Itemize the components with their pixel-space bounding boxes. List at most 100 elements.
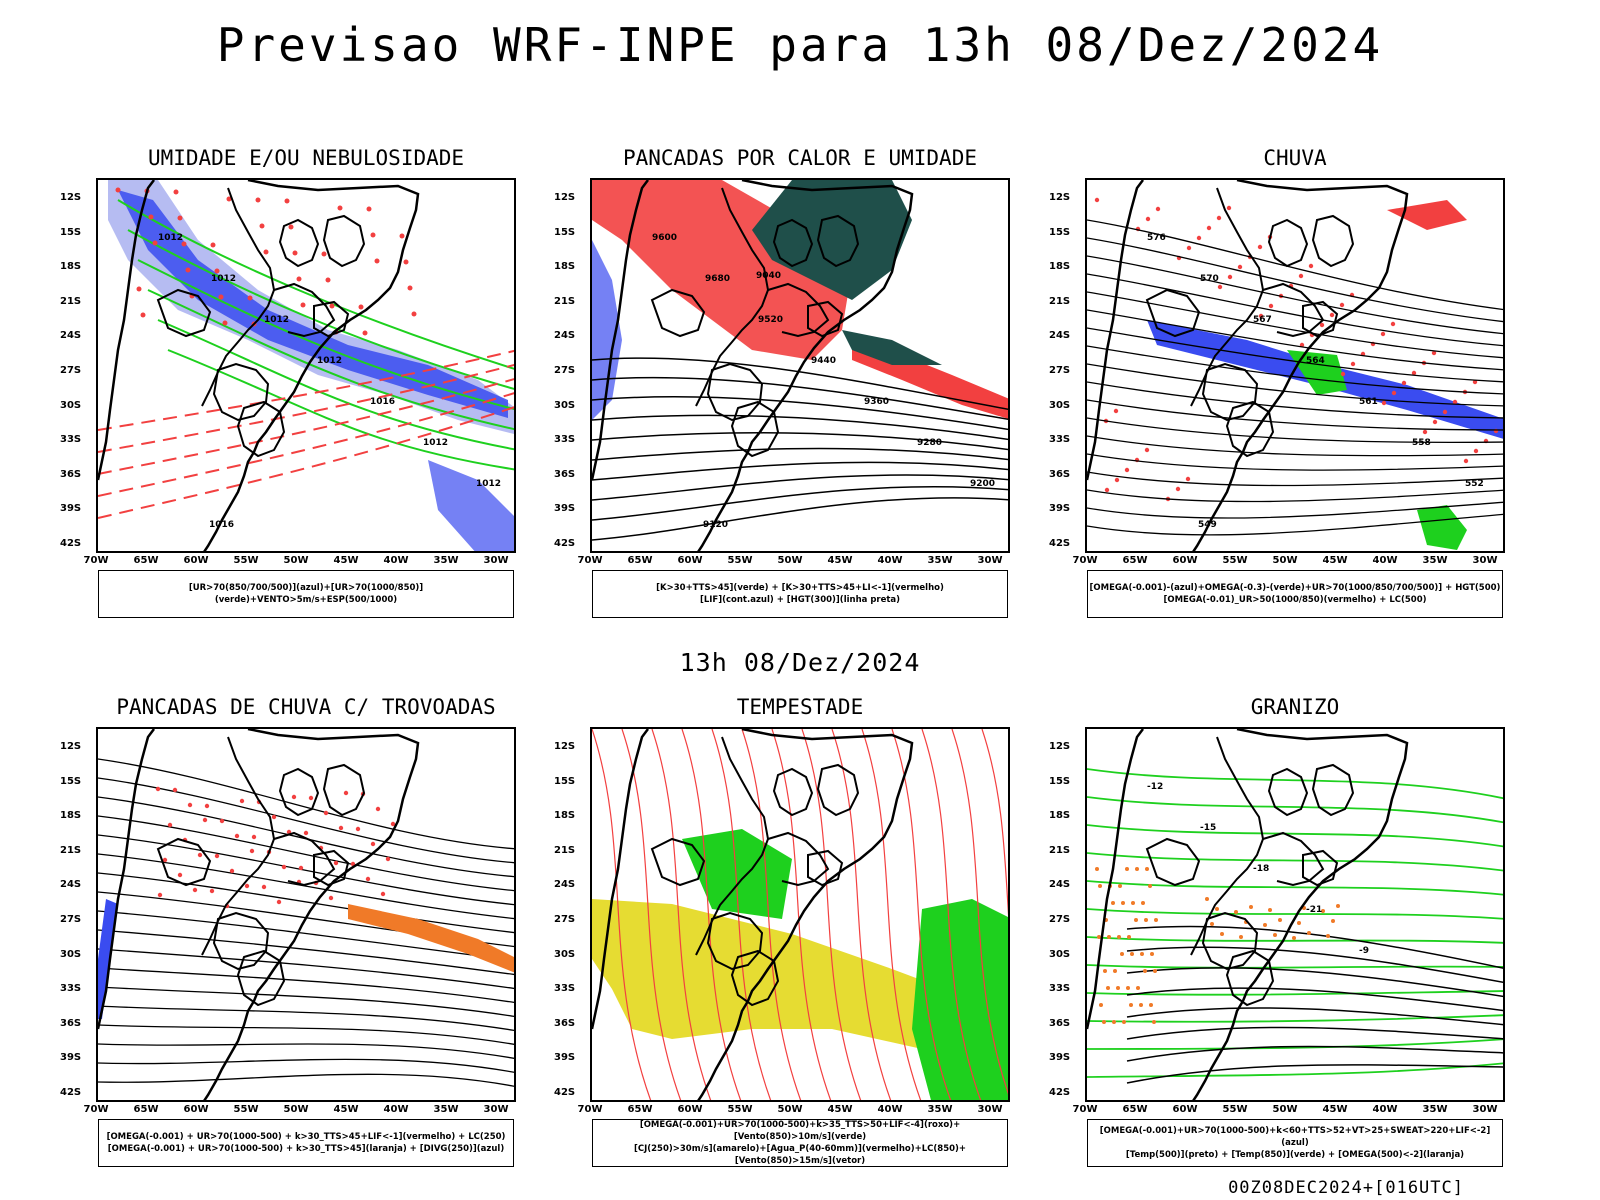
map-tempestade bbox=[590, 727, 1010, 1102]
political-border bbox=[278, 218, 320, 268]
lat-tick-label: 15S bbox=[1049, 775, 1071, 787]
contour-label: 570 bbox=[1200, 274, 1219, 284]
lon-tick-label: 65W bbox=[627, 555, 653, 566]
lat-tick-label: 30S bbox=[554, 948, 576, 960]
political-border bbox=[273, 831, 336, 887]
lat-tick-label: 39S bbox=[60, 1052, 82, 1064]
political-border bbox=[1302, 300, 1339, 338]
lat-tick-label: 30S bbox=[1049, 399, 1071, 411]
lat-tick-label: 33S bbox=[60, 983, 82, 995]
panel-legend: [UR>70(850/700/500)](azul)+[UR>70(1000/8… bbox=[98, 570, 514, 618]
lat-tick-label: 42S bbox=[60, 538, 82, 549]
lat-tick-label: 42S bbox=[554, 538, 576, 549]
contour-label: 9600 bbox=[652, 233, 677, 243]
lon-tick-label: 35W bbox=[927, 555, 953, 566]
political-border bbox=[807, 849, 844, 887]
political-border bbox=[816, 763, 860, 817]
lat-tick-label: 27S bbox=[1049, 914, 1071, 925]
map-canvas: 9600 9680 9520 9440 9360 9280 9200 9120 9040 bbox=[592, 180, 1008, 551]
lon-tick-label: 60W bbox=[677, 555, 703, 566]
lon-tick-label: 45W bbox=[333, 555, 359, 566]
lat-tick-label: 21S bbox=[554, 295, 576, 307]
lat-tick-label: 12S bbox=[554, 741, 576, 752]
political-border bbox=[236, 400, 286, 458]
lat-tick-label: 21S bbox=[60, 844, 82, 856]
political-border bbox=[767, 282, 830, 338]
contour-label: 1012 bbox=[476, 479, 501, 489]
political-border bbox=[1262, 831, 1325, 887]
lat-tick-label: 39S bbox=[554, 1052, 576, 1064]
lon-tick-label: 40W bbox=[1372, 555, 1398, 566]
lat-tick-label: 33S bbox=[554, 983, 576, 995]
lat-tick-label: 33S bbox=[1049, 983, 1071, 995]
lon-tick-label: 70W bbox=[577, 555, 603, 566]
lon-tick-label: 55W bbox=[1222, 555, 1248, 566]
panel-legend: [K>30+TTS>45](verde) + [K>30+TTS>45+LI<-… bbox=[592, 570, 1008, 618]
political-border bbox=[1190, 736, 1265, 956]
lat-tick-label: 21S bbox=[1049, 844, 1071, 856]
map-canvas bbox=[98, 729, 514, 1100]
lon-tick-label: 65W bbox=[133, 1104, 159, 1115]
lat-tick-label: 12S bbox=[554, 192, 576, 203]
lat-tick-label: 30S bbox=[1049, 948, 1071, 960]
lon-tick-label: 40W bbox=[877, 555, 903, 566]
panel-legend: [OMEGA(-0.001)+UR>70(1000-500)+k<60+TTS>… bbox=[1087, 1119, 1503, 1167]
lon-tick-label: 45W bbox=[333, 1104, 359, 1115]
lon-tick-label: 65W bbox=[627, 1104, 653, 1115]
contour-label: 9120 bbox=[703, 520, 728, 530]
lat-tick-label: 12S bbox=[1049, 741, 1071, 752]
political-border bbox=[313, 300, 350, 338]
lon-tick-label: 35W bbox=[1422, 555, 1448, 566]
panel-legend: [OMEGA(-0.001) + UR>70(1000-500) + k>30_… bbox=[98, 1119, 514, 1167]
map-canvas: 576 570 567 564 561 558 552 549 bbox=[1087, 180, 1503, 551]
contour-label: 1012 bbox=[211, 274, 236, 284]
lat-tick-label: 18S bbox=[554, 261, 576, 273]
lon-tick-label: 35W bbox=[927, 1104, 953, 1115]
lon-tick-label: 40W bbox=[877, 1104, 903, 1115]
legend-line: [UR>70(850/700/500)](azul)+[UR>70(1000/8… bbox=[188, 583, 424, 605]
political-border bbox=[650, 288, 706, 338]
map-canvas: -12 -15 -18 -21 -9 bbox=[1087, 729, 1503, 1100]
panel-title: GRANIZO bbox=[1250, 695, 1340, 719]
legend-line: [OMEGA(-0.001) + UR>70(1000-500) + k>30_… bbox=[107, 1144, 505, 1154]
lat-tick-label: 33S bbox=[554, 434, 576, 446]
contour-label: 1012 bbox=[158, 233, 183, 243]
political-border bbox=[1267, 767, 1309, 817]
contour-label: 1016 bbox=[370, 397, 395, 407]
lon-tick-label: 60W bbox=[677, 1104, 703, 1115]
legend-line: [OMEGA(-0.001)+UR>70(1000-500)+k>35_TTS>… bbox=[639, 1120, 961, 1142]
lat-tick-label: 27S bbox=[60, 914, 82, 925]
panel-chuva: CHUVA 576 570 567 564 561 558 552 549 12S 15S 18S 21… bbox=[1049, 146, 1505, 618]
political-border bbox=[772, 767, 814, 817]
lat-tick-label: 18S bbox=[60, 261, 82, 273]
contour-label: 9200 bbox=[970, 479, 995, 489]
contour-label: 1016 bbox=[209, 520, 234, 530]
lat-tick-label: 27S bbox=[60, 365, 82, 376]
lon-tick-label: 70W bbox=[83, 555, 109, 566]
lat-tick-label: 18S bbox=[60, 810, 82, 822]
contour-label: 9280 bbox=[917, 438, 942, 448]
legend-line: [OMEGA(-0.001)-(azul)+OMEGA(-0.3)-(verde… bbox=[1089, 583, 1501, 593]
lon-tick-label: 60W bbox=[1172, 1104, 1198, 1115]
lon-tick-label: 65W bbox=[133, 555, 159, 566]
lon-tick-label: 40W bbox=[383, 555, 409, 566]
lat-tick-label: 36S bbox=[60, 468, 82, 480]
main-title: Previsao WRF-INPE para 13h 08/Dez/2024 bbox=[216, 18, 1384, 72]
lon-tick-label: 70W bbox=[1072, 555, 1098, 566]
lat-tick-label: 36S bbox=[554, 1017, 576, 1029]
lat-tick-label: 27S bbox=[1049, 365, 1071, 376]
lon-tick-label: 60W bbox=[1172, 555, 1198, 566]
panel-umidade: UMIDADE E/OU NEBULOSIDADE 1012 1012 1012 101… bbox=[60, 146, 516, 618]
contour-label: 549 bbox=[1198, 520, 1217, 530]
contour-label: 1012 bbox=[264, 315, 289, 325]
political-border bbox=[1302, 849, 1339, 887]
political-border bbox=[212, 911, 270, 971]
political-border bbox=[1267, 218, 1309, 268]
coastline bbox=[592, 180, 914, 551]
political-border bbox=[212, 362, 270, 422]
lon-tick-label: 45W bbox=[827, 1104, 853, 1115]
lat-tick-label: 24S bbox=[554, 879, 576, 891]
map-chuva: 576 570 567 564 561 558 552 549 bbox=[1085, 178, 1505, 553]
map-umidade: 1012 1012 1012 1012 1016 1012 1012 1016 bbox=[96, 178, 516, 553]
legend-line: [K>30+TTS>45](verde) + [K>30+TTS>45+LI<-… bbox=[656, 583, 944, 593]
